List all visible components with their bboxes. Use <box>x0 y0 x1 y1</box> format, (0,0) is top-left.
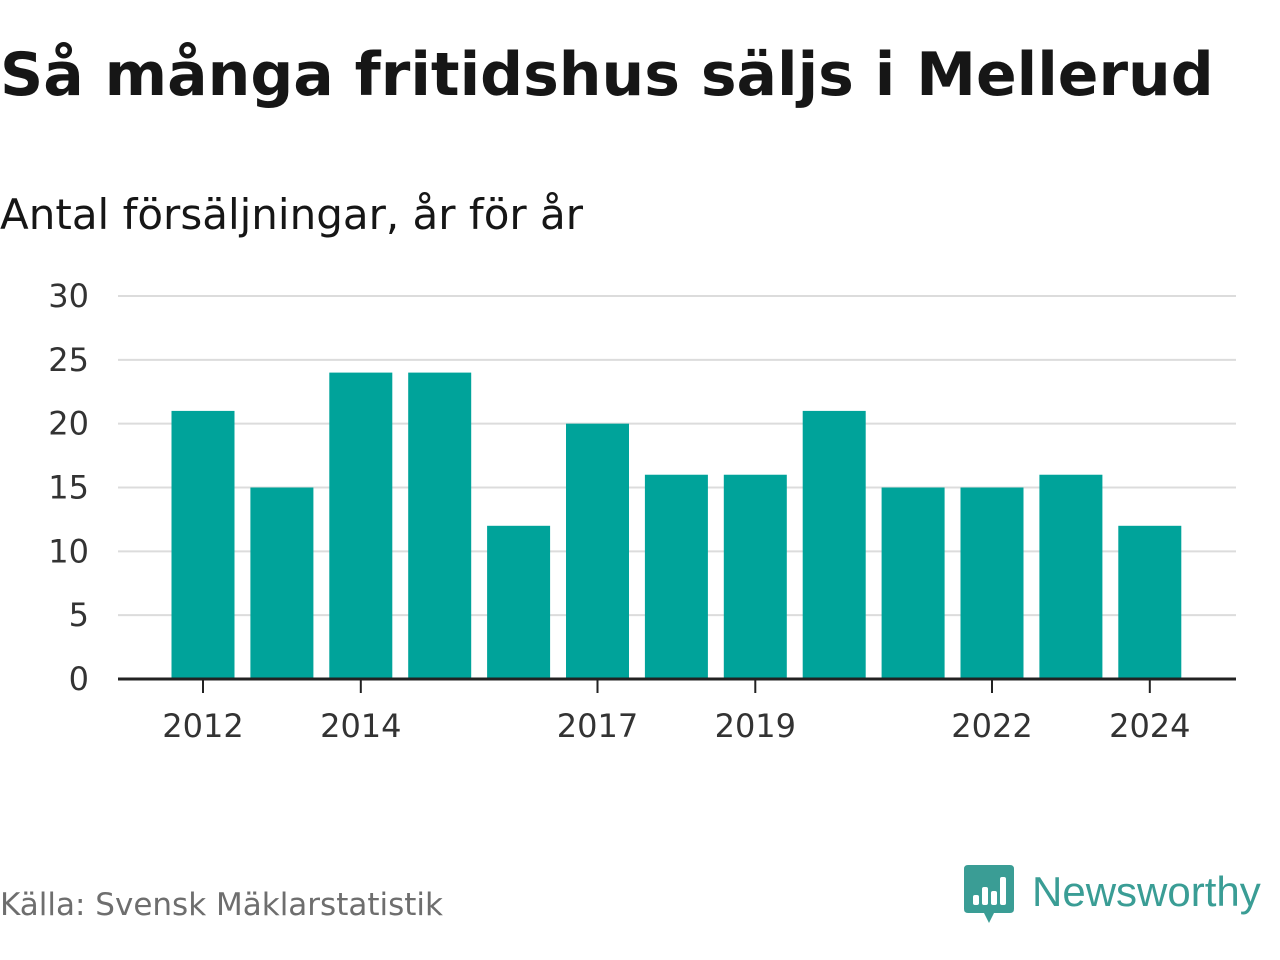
bars <box>171 372 1182 679</box>
bar-2020 <box>802 410 866 679</box>
bar-2023 <box>1039 474 1103 679</box>
y-tick-label: 10 <box>48 532 89 570</box>
y-tick-label: 15 <box>48 469 89 507</box>
bar-2019 <box>723 474 787 679</box>
x-axis <box>118 677 1236 693</box>
bar-2021 <box>881 487 945 679</box>
chart-subtitle: Antal försäljningar, år för år <box>0 190 584 239</box>
x-tick-label: 2017 <box>557 707 638 745</box>
bar-2017 <box>566 423 629 679</box>
bar-2016 <box>487 525 551 679</box>
y-axis-tick-labels: 0 5 10 15 20 25 30 <box>48 277 89 698</box>
y-tick-label: 30 <box>48 277 89 315</box>
bar-2015 <box>408 372 472 679</box>
newsworthy-bar-chart-bubble-icon <box>964 865 1014 923</box>
y-tick-label: 20 <box>48 405 89 443</box>
x-axis-tick-labels: 2012 2014 2017 2019 2022 2024 <box>162 707 1190 745</box>
bar-2013 <box>250 487 314 679</box>
y-tick-label: 25 <box>48 341 89 379</box>
bar-2024 <box>1118 525 1182 679</box>
bar-2014 <box>329 372 393 679</box>
y-tick-label: 0 <box>69 660 89 698</box>
x-tick-label: 2014 <box>320 707 401 745</box>
x-tick-label: 2019 <box>715 707 796 745</box>
bar-2018 <box>644 474 708 679</box>
x-tick-label: 2024 <box>1109 707 1190 745</box>
bar-2022 <box>960 487 1024 679</box>
brand-name: Newsworthy <box>1032 868 1261 915</box>
y-tick-label: 5 <box>69 596 89 634</box>
bar-2012 <box>171 410 235 679</box>
source-note: Källa: Svensk Mäklarstatistik <box>0 887 443 923</box>
bar-chart: 0 5 10 15 20 25 30 2012 2014 2017 2019 2022 2024 <box>48 277 1236 745</box>
x-tick-label: 2012 <box>162 707 243 745</box>
brand-logo[interactable]: Newsworthy <box>964 864 1261 928</box>
chart-title: Så många fritidshus säljs i Mellerud <box>0 40 1214 110</box>
x-tick-label: 2022 <box>951 707 1032 745</box>
